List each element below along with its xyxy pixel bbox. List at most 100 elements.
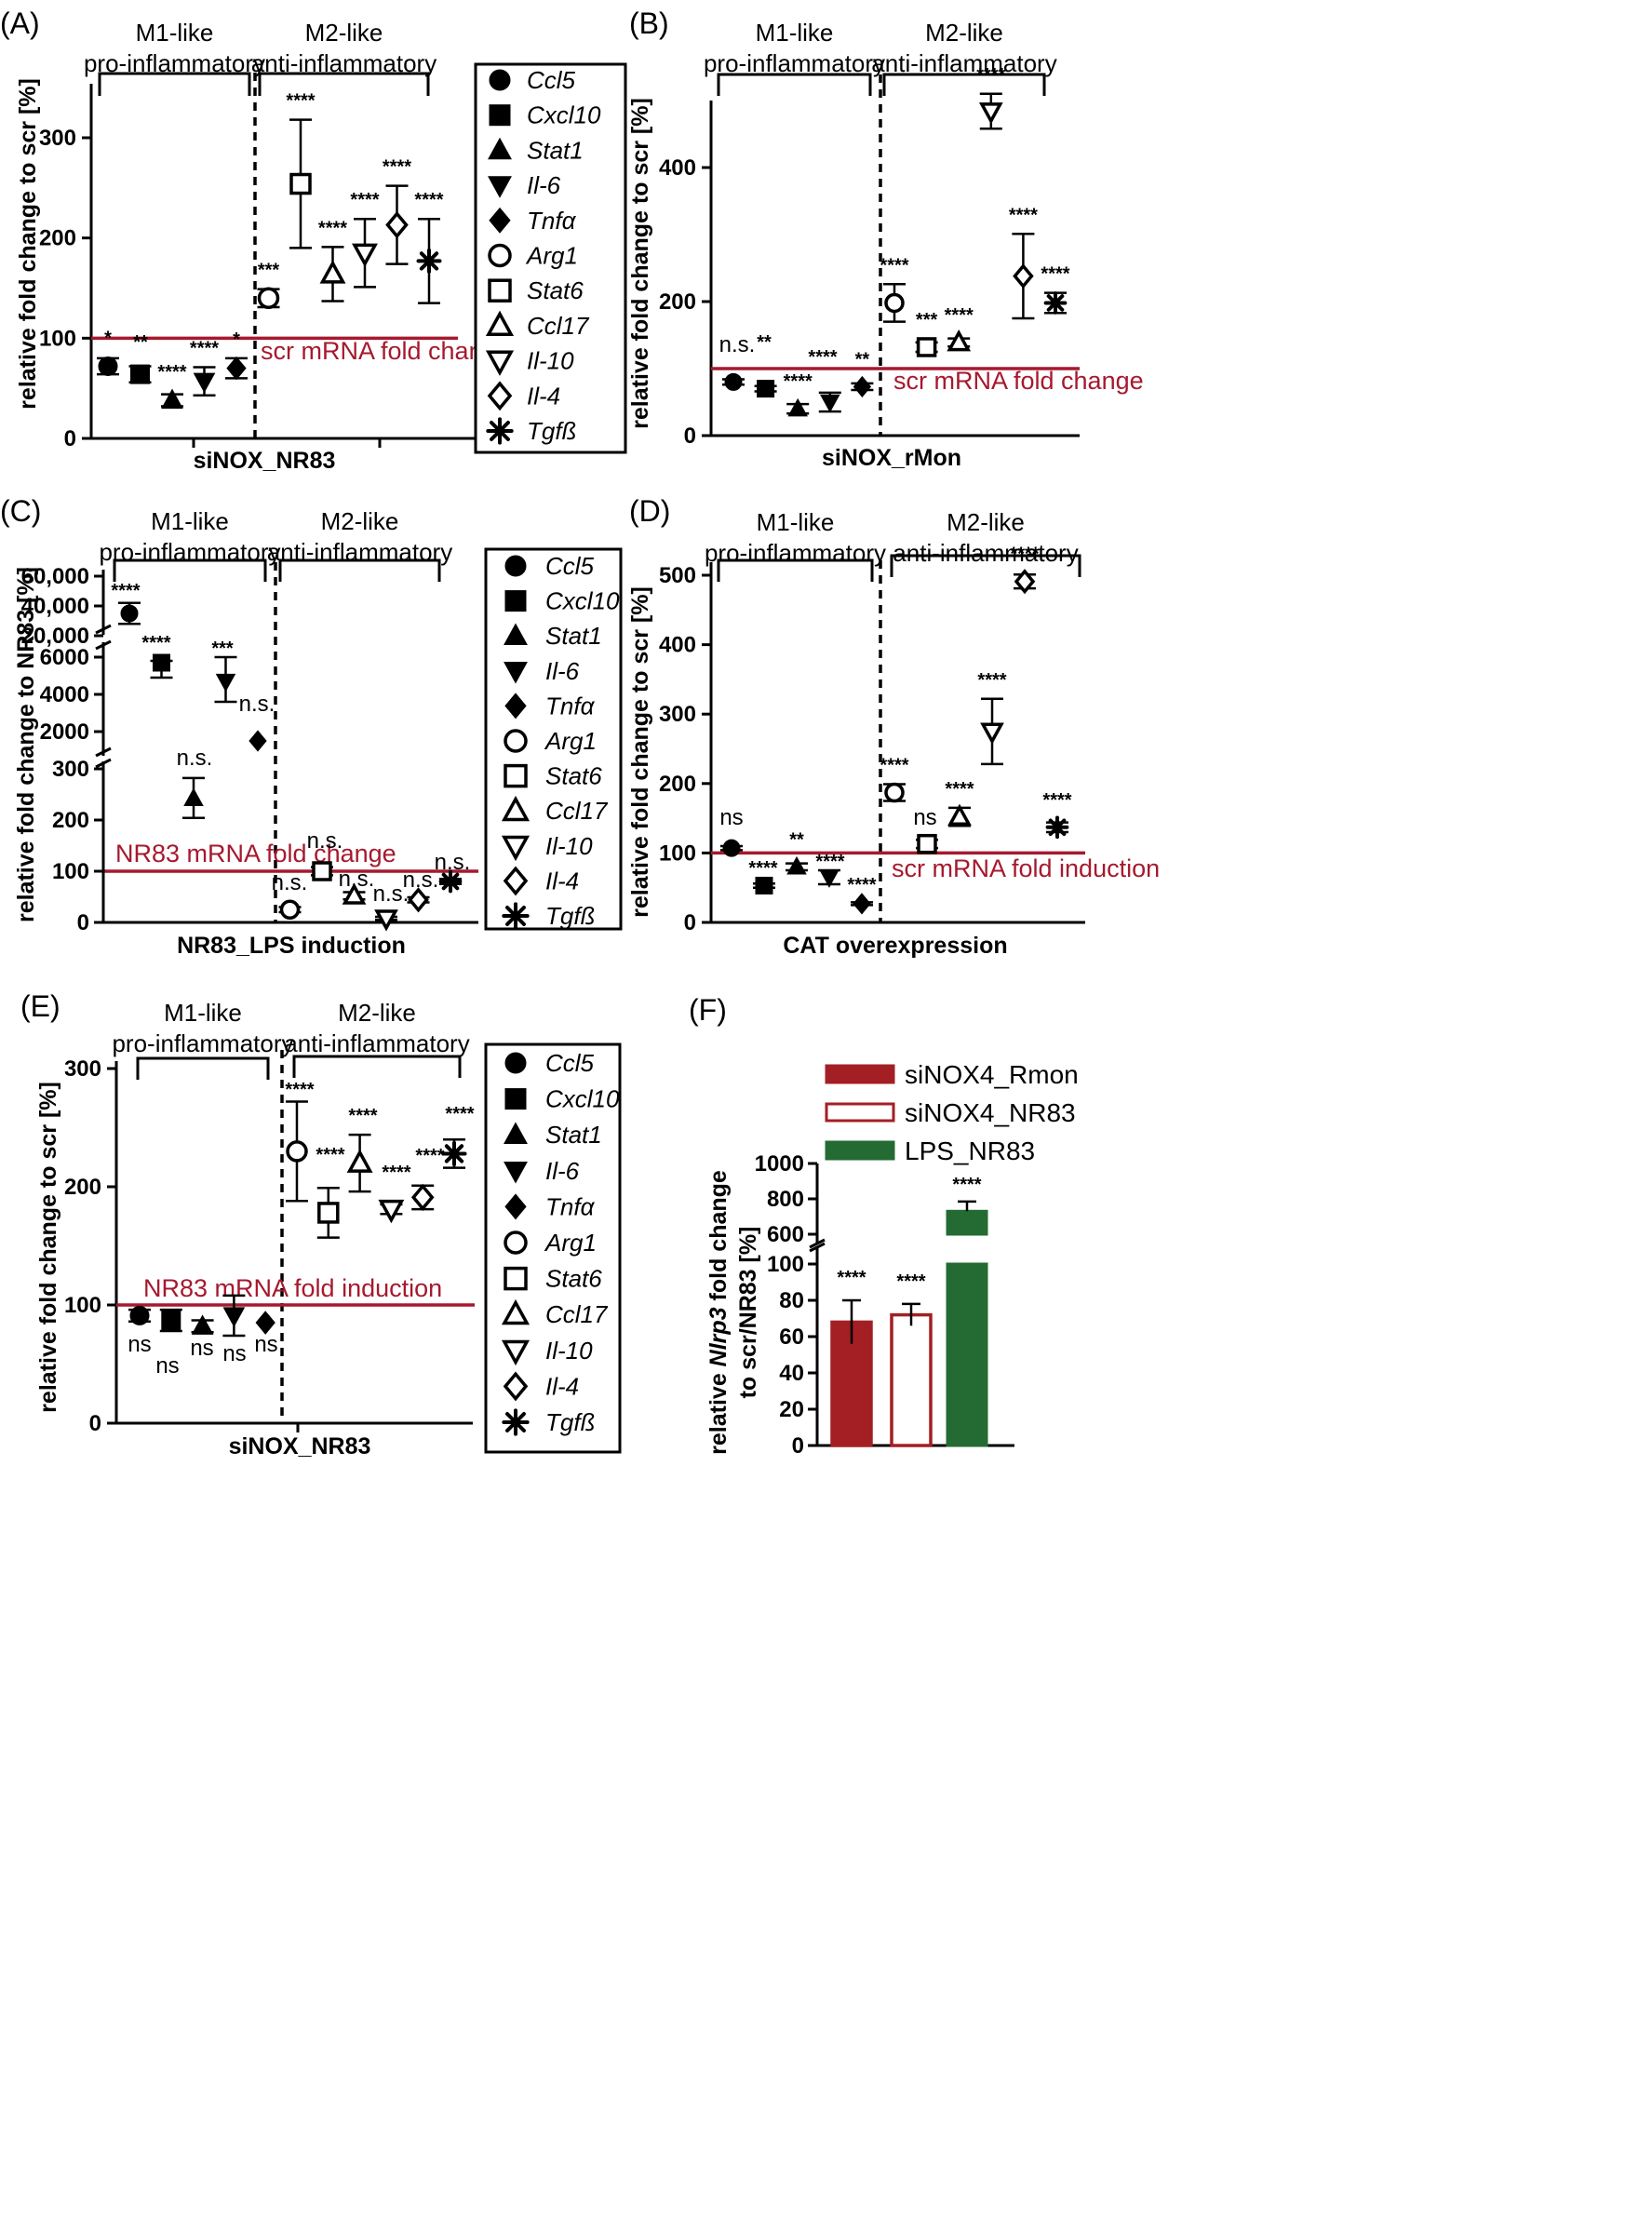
significance-label: **** bbox=[382, 1163, 410, 1183]
data-point-il-4: **** bbox=[1010, 545, 1040, 595]
y-tick-label: 400 bbox=[659, 155, 696, 181]
legend-marker-stat6 bbox=[488, 278, 512, 303]
group-label: M1-like bbox=[756, 19, 834, 47]
significance-label: **** bbox=[157, 362, 186, 383]
data-point-ccl17: **** bbox=[945, 779, 974, 827]
legend-marker-stat1 bbox=[504, 1122, 528, 1145]
legend-label-cxcl10: Cxcl10 bbox=[527, 101, 601, 129]
significance-label: ns bbox=[128, 1332, 151, 1357]
significance-label: **** bbox=[190, 339, 219, 359]
group-label: M1-like bbox=[151, 507, 229, 535]
y-axis-label: relative fold change to NR83 [%] bbox=[13, 567, 39, 922]
legend-label-il-10: Il-10 bbox=[527, 347, 574, 375]
data-point-tnfa: n.s. bbox=[239, 692, 275, 752]
group-label: anti-inflammatory bbox=[267, 538, 452, 566]
axis-break-mark bbox=[95, 758, 112, 769]
group-label: anti-inflammatory bbox=[284, 1029, 469, 1057]
y-tick-label: 800 bbox=[767, 1187, 804, 1212]
group-label: M2-like bbox=[321, 507, 399, 535]
marker-tgfb bbox=[416, 248, 442, 274]
marker-tgfb bbox=[441, 1140, 467, 1166]
data-point-arg1: *** bbox=[257, 260, 280, 310]
marker-stat1 bbox=[786, 855, 807, 875]
significance-label: ** bbox=[789, 829, 804, 850]
marker-ccl5 bbox=[98, 356, 118, 376]
y-axis-label-part: fold change bbox=[705, 1170, 732, 1307]
marker-tnfa bbox=[248, 730, 267, 752]
group-bracket-1 bbox=[98, 72, 251, 96]
group-bracket-2 bbox=[882, 73, 1046, 96]
group-label: pro-inflammatory bbox=[112, 1029, 293, 1057]
marker-cxcl10 bbox=[161, 1311, 181, 1331]
legend-label-arg1: Arg1 bbox=[525, 242, 578, 270]
data-point-stat6: *** bbox=[915, 310, 938, 357]
legend-marker-il-4 bbox=[503, 866, 529, 896]
axis-break-gap bbox=[98, 756, 109, 761]
data-point-ccl17: **** bbox=[346, 1106, 378, 1193]
legend-label-il-4: Il-4 bbox=[545, 1372, 579, 1400]
legend-label-stat1: Stat1 bbox=[527, 136, 584, 164]
marker-tgfb bbox=[1043, 291, 1068, 315]
panel-f: (F) 0 20 40 60 80 100 600 800 1000 relative Nlrp3 … bbox=[689, 993, 1079, 1459]
legend-marker-stat6 bbox=[504, 1266, 528, 1291]
legend-label-il-10: Il-10 bbox=[545, 832, 593, 860]
data-point-cxcl10: ns bbox=[155, 1308, 182, 1378]
legend-marker-il-4 bbox=[503, 1371, 529, 1402]
marker-il-6 bbox=[215, 673, 236, 693]
x-axis-label: siNOX_NR83 bbox=[194, 448, 336, 474]
group-label: M2-like bbox=[947, 508, 1025, 536]
marker-arg1 bbox=[884, 782, 905, 803]
data-point-il-4: **** bbox=[410, 1146, 445, 1212]
marker-stat6 bbox=[317, 1202, 340, 1224]
legend-label-il-6: Il-6 bbox=[545, 657, 580, 685]
group-label: M1-like bbox=[757, 508, 835, 536]
legend-marker-il-10 bbox=[485, 350, 515, 376]
data-point-il-6: ns bbox=[222, 1294, 247, 1366]
y-tick-label: 600 bbox=[767, 1222, 804, 1247]
legend-entry-sinox4-rmon: siNOX4_Rmon bbox=[825, 1060, 1079, 1089]
group-bracket-1 bbox=[136, 1056, 270, 1080]
legend-marker-tgfb bbox=[486, 417, 514, 445]
legend-label: siNOX4_NR83 bbox=[905, 1098, 1076, 1127]
marker-tnfa bbox=[853, 893, 871, 915]
marker-cxcl10 bbox=[153, 653, 170, 672]
data-point-il-6: **** bbox=[190, 339, 219, 397]
legend-label-arg1: Arg1 bbox=[544, 1229, 597, 1257]
bar-body bbox=[830, 1320, 873, 1447]
y-tick-label: 200 bbox=[659, 772, 696, 797]
y-tick-label: 0 bbox=[64, 426, 76, 451]
data-point-il-4: n.s. bbox=[403, 867, 438, 913]
group-bracket-1 bbox=[717, 558, 874, 582]
reference-line-label: scr mRNA fold induction bbox=[892, 854, 1160, 882]
legend-marker-il-10 bbox=[501, 1339, 531, 1366]
data-point-il-10: **** bbox=[378, 1163, 411, 1224]
axis-break-mark bbox=[95, 624, 112, 635]
significance-label: **** bbox=[286, 91, 315, 112]
significance-label: *** bbox=[258, 260, 280, 280]
axis-break-mark bbox=[809, 1238, 826, 1249]
legend-marker-arg1 bbox=[504, 729, 528, 753]
y-tick-label: 200 bbox=[659, 289, 696, 315]
panel-letter: (A) bbox=[0, 7, 40, 40]
group-label: M1-like bbox=[136, 19, 214, 47]
data-point-ccl5: * bbox=[97, 328, 119, 376]
marker-stat1 bbox=[183, 787, 204, 807]
legend-label-il-10: Il-10 bbox=[545, 1337, 593, 1365]
legend-marker-stat1 bbox=[504, 623, 528, 646]
y-tick-label: 200 bbox=[64, 1175, 101, 1200]
y-tick-label: 0 bbox=[684, 910, 696, 935]
marker-tnfa bbox=[255, 1311, 275, 1335]
legend-marker-ccl5 bbox=[504, 1052, 527, 1074]
marker-il-10 bbox=[378, 1199, 405, 1224]
y-tick-label: 20,000 bbox=[21, 624, 89, 649]
bar-sinox4-rmon: **** bbox=[830, 1268, 873, 1447]
group-label: anti-inflammatory bbox=[871, 49, 1056, 77]
y-axis-label: relative fold change to scr [%] bbox=[627, 98, 653, 429]
data-point-tnfa: ** bbox=[851, 349, 874, 398]
significance-label: n.s. bbox=[719, 332, 756, 357]
legend-marker-cxcl10 bbox=[504, 1088, 527, 1110]
marker-ccl17 bbox=[346, 1149, 373, 1173]
axis-break-mark bbox=[95, 746, 112, 758]
reference-line-label: NR83 mRNA fold change bbox=[115, 840, 396, 867]
